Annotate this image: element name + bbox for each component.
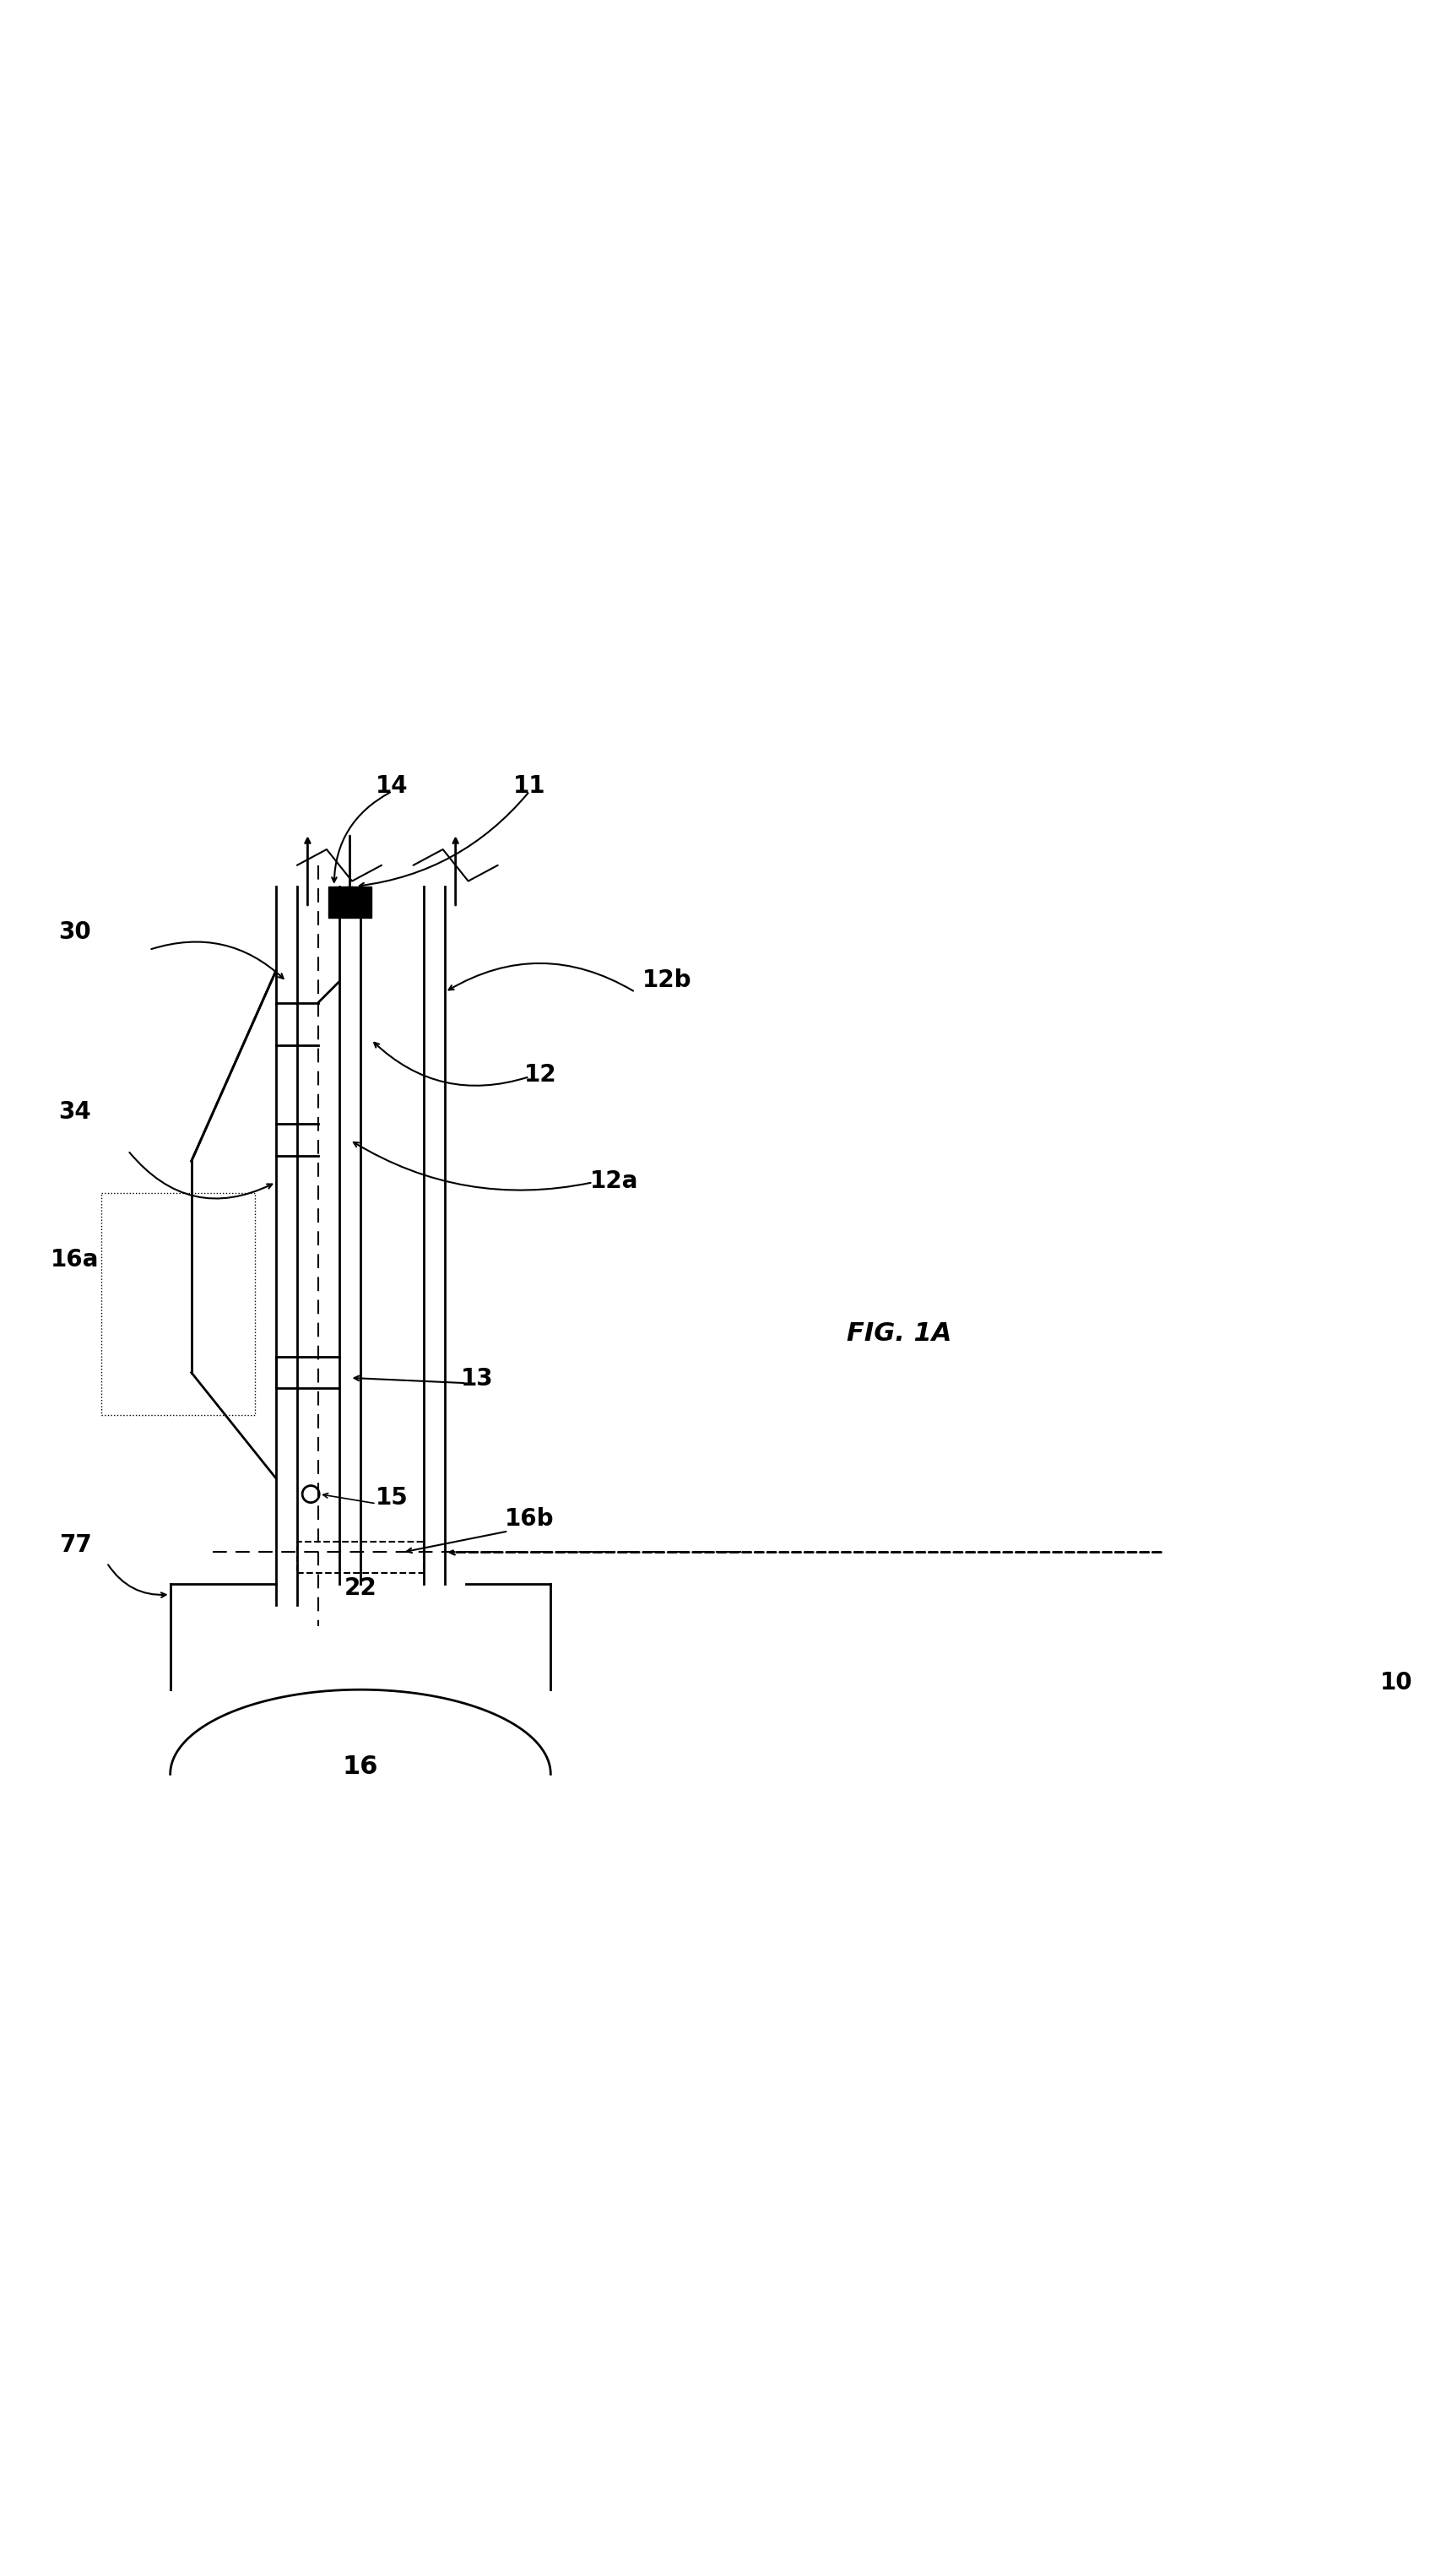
- Text: 12: 12: [523, 1064, 556, 1087]
- Bar: [297, 1540, 423, 1574]
- Text: 10: 10: [1380, 1672, 1413, 1695]
- Text: 14: 14: [376, 775, 409, 799]
- Text: 13: 13: [460, 1368, 493, 1391]
- Text: 77: 77: [59, 1533, 92, 1558]
- Text: 16a: 16a: [51, 1249, 99, 1273]
- Bar: [329, 886, 370, 917]
- Text: 34: 34: [59, 1100, 92, 1123]
- Text: 11: 11: [513, 775, 546, 799]
- Text: 16: 16: [343, 1754, 379, 1780]
- Text: 15: 15: [376, 1486, 409, 1510]
- Wedge shape: [1195, 1548, 1343, 1620]
- Text: 12b: 12b: [642, 969, 692, 992]
- Text: FIG. 1A: FIG. 1A: [847, 1321, 952, 1345]
- Text: 12a: 12a: [589, 1170, 638, 1193]
- Text: 30: 30: [59, 920, 92, 945]
- Text: 16b: 16b: [505, 1507, 555, 1530]
- Text: 22: 22: [345, 1577, 378, 1600]
